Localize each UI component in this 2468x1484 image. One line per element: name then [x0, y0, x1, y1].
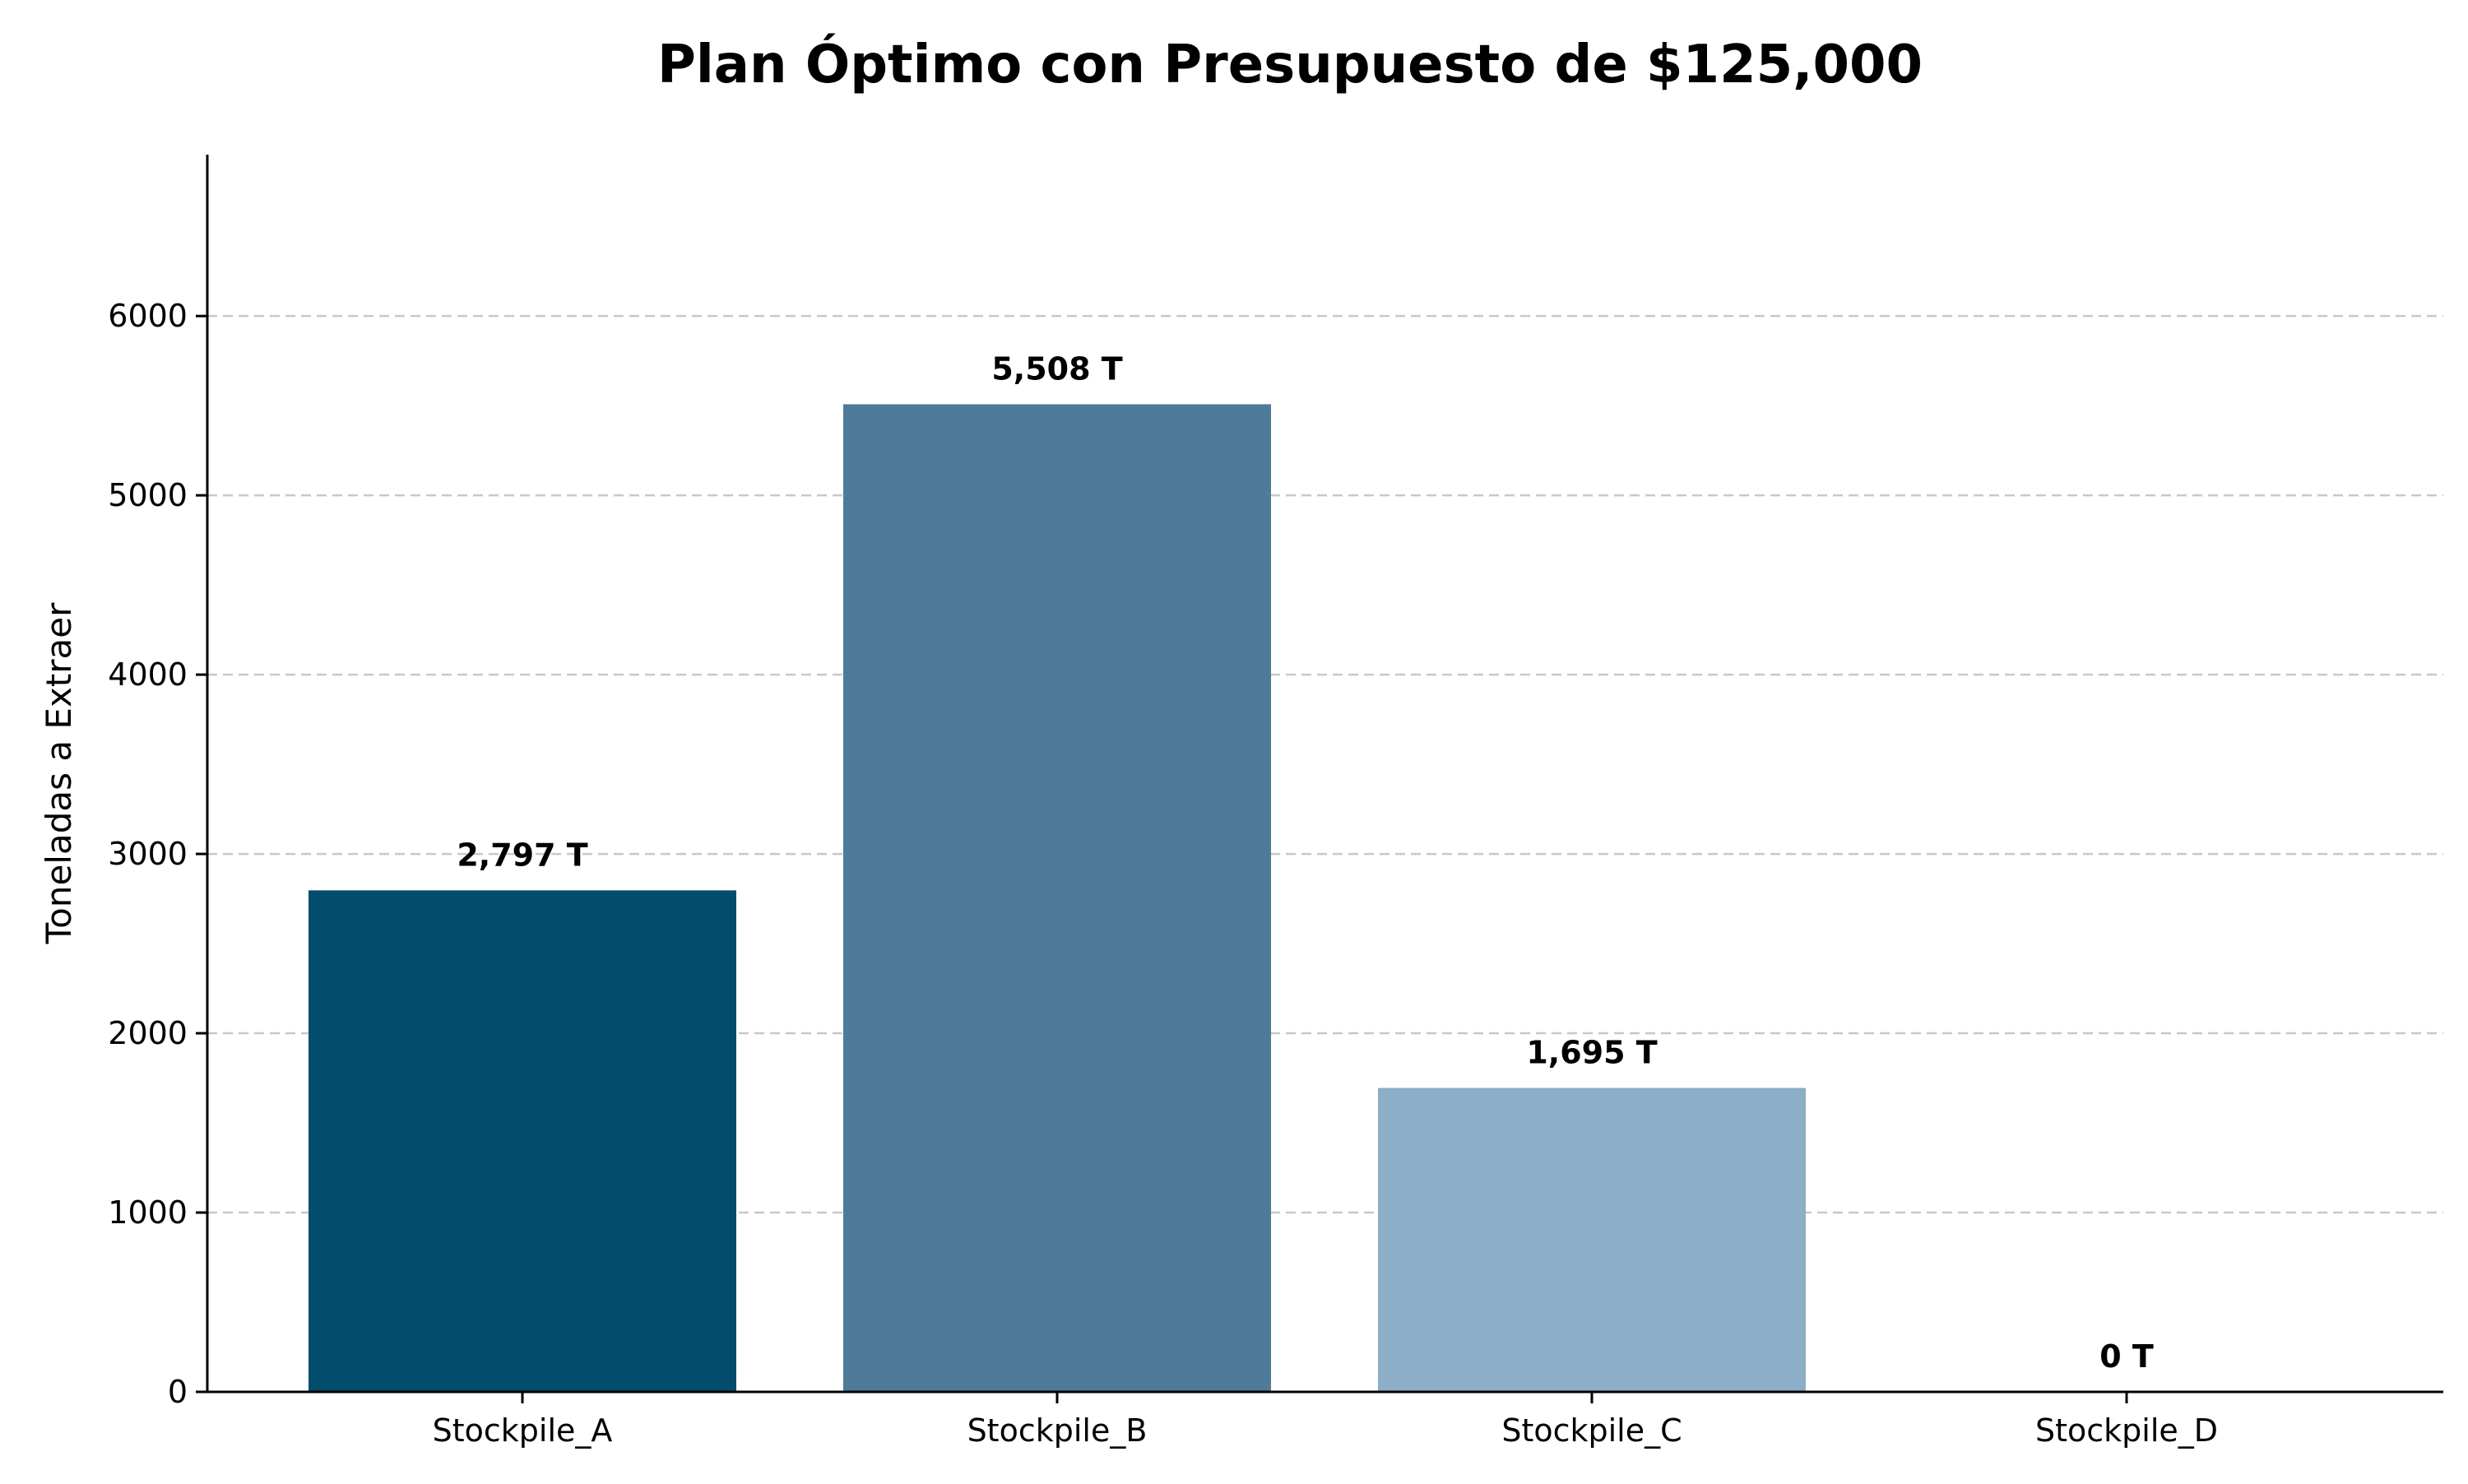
data-labels: 2,797 T 5,508 T 1,695 T 0 T: [457, 350, 2154, 1375]
x-tick-label-stockpile-b: Stockpile_B: [967, 1412, 1148, 1449]
y-tick-label-1000: 1000: [108, 1194, 188, 1231]
data-label-stockpile-c: 1,695 T: [1526, 1035, 1657, 1071]
y-tick-label-0: 0: [168, 1374, 188, 1410]
y-axis-label: Toneladas a Extraer: [39, 602, 79, 945]
y-tick-label-4000: 4000: [108, 656, 188, 693]
y-tick-label-5000: 5000: [108, 477, 188, 513]
y-tick-label-2000: 2000: [108, 1015, 188, 1051]
y-tick-label-3000: 3000: [108, 836, 188, 872]
data-label-stockpile-b: 5,508 T: [991, 350, 1122, 387]
chart-title: Plan Óptimo con Presupuesto de $125,000: [657, 33, 1923, 95]
x-tick-label-stockpile-c: Stockpile_C: [1501, 1412, 1682, 1449]
y-tick-label-6000: 6000: [108, 298, 188, 334]
axes: [206, 155, 2443, 1394]
bars: [308, 404, 1806, 1392]
bar-stockpile-a: [308, 890, 736, 1392]
bar-stockpile-c: [1378, 1087, 1806, 1392]
bar-stockpile-b: [843, 404, 1271, 1392]
grid-lines: [207, 314, 2443, 1214]
data-label-stockpile-a: 2,797 T: [457, 837, 587, 873]
data-label-stockpile-d: 0 T: [2099, 1338, 2154, 1375]
x-tick-label-stockpile-a: Stockpile_A: [433, 1412, 613, 1449]
ticks: 0 1000 2000 3000 4000 5000 6000 Stockpile_A Stoc…: [108, 298, 2218, 1449]
x-tick-label-stockpile-d: Stockpile_D: [2035, 1412, 2218, 1449]
